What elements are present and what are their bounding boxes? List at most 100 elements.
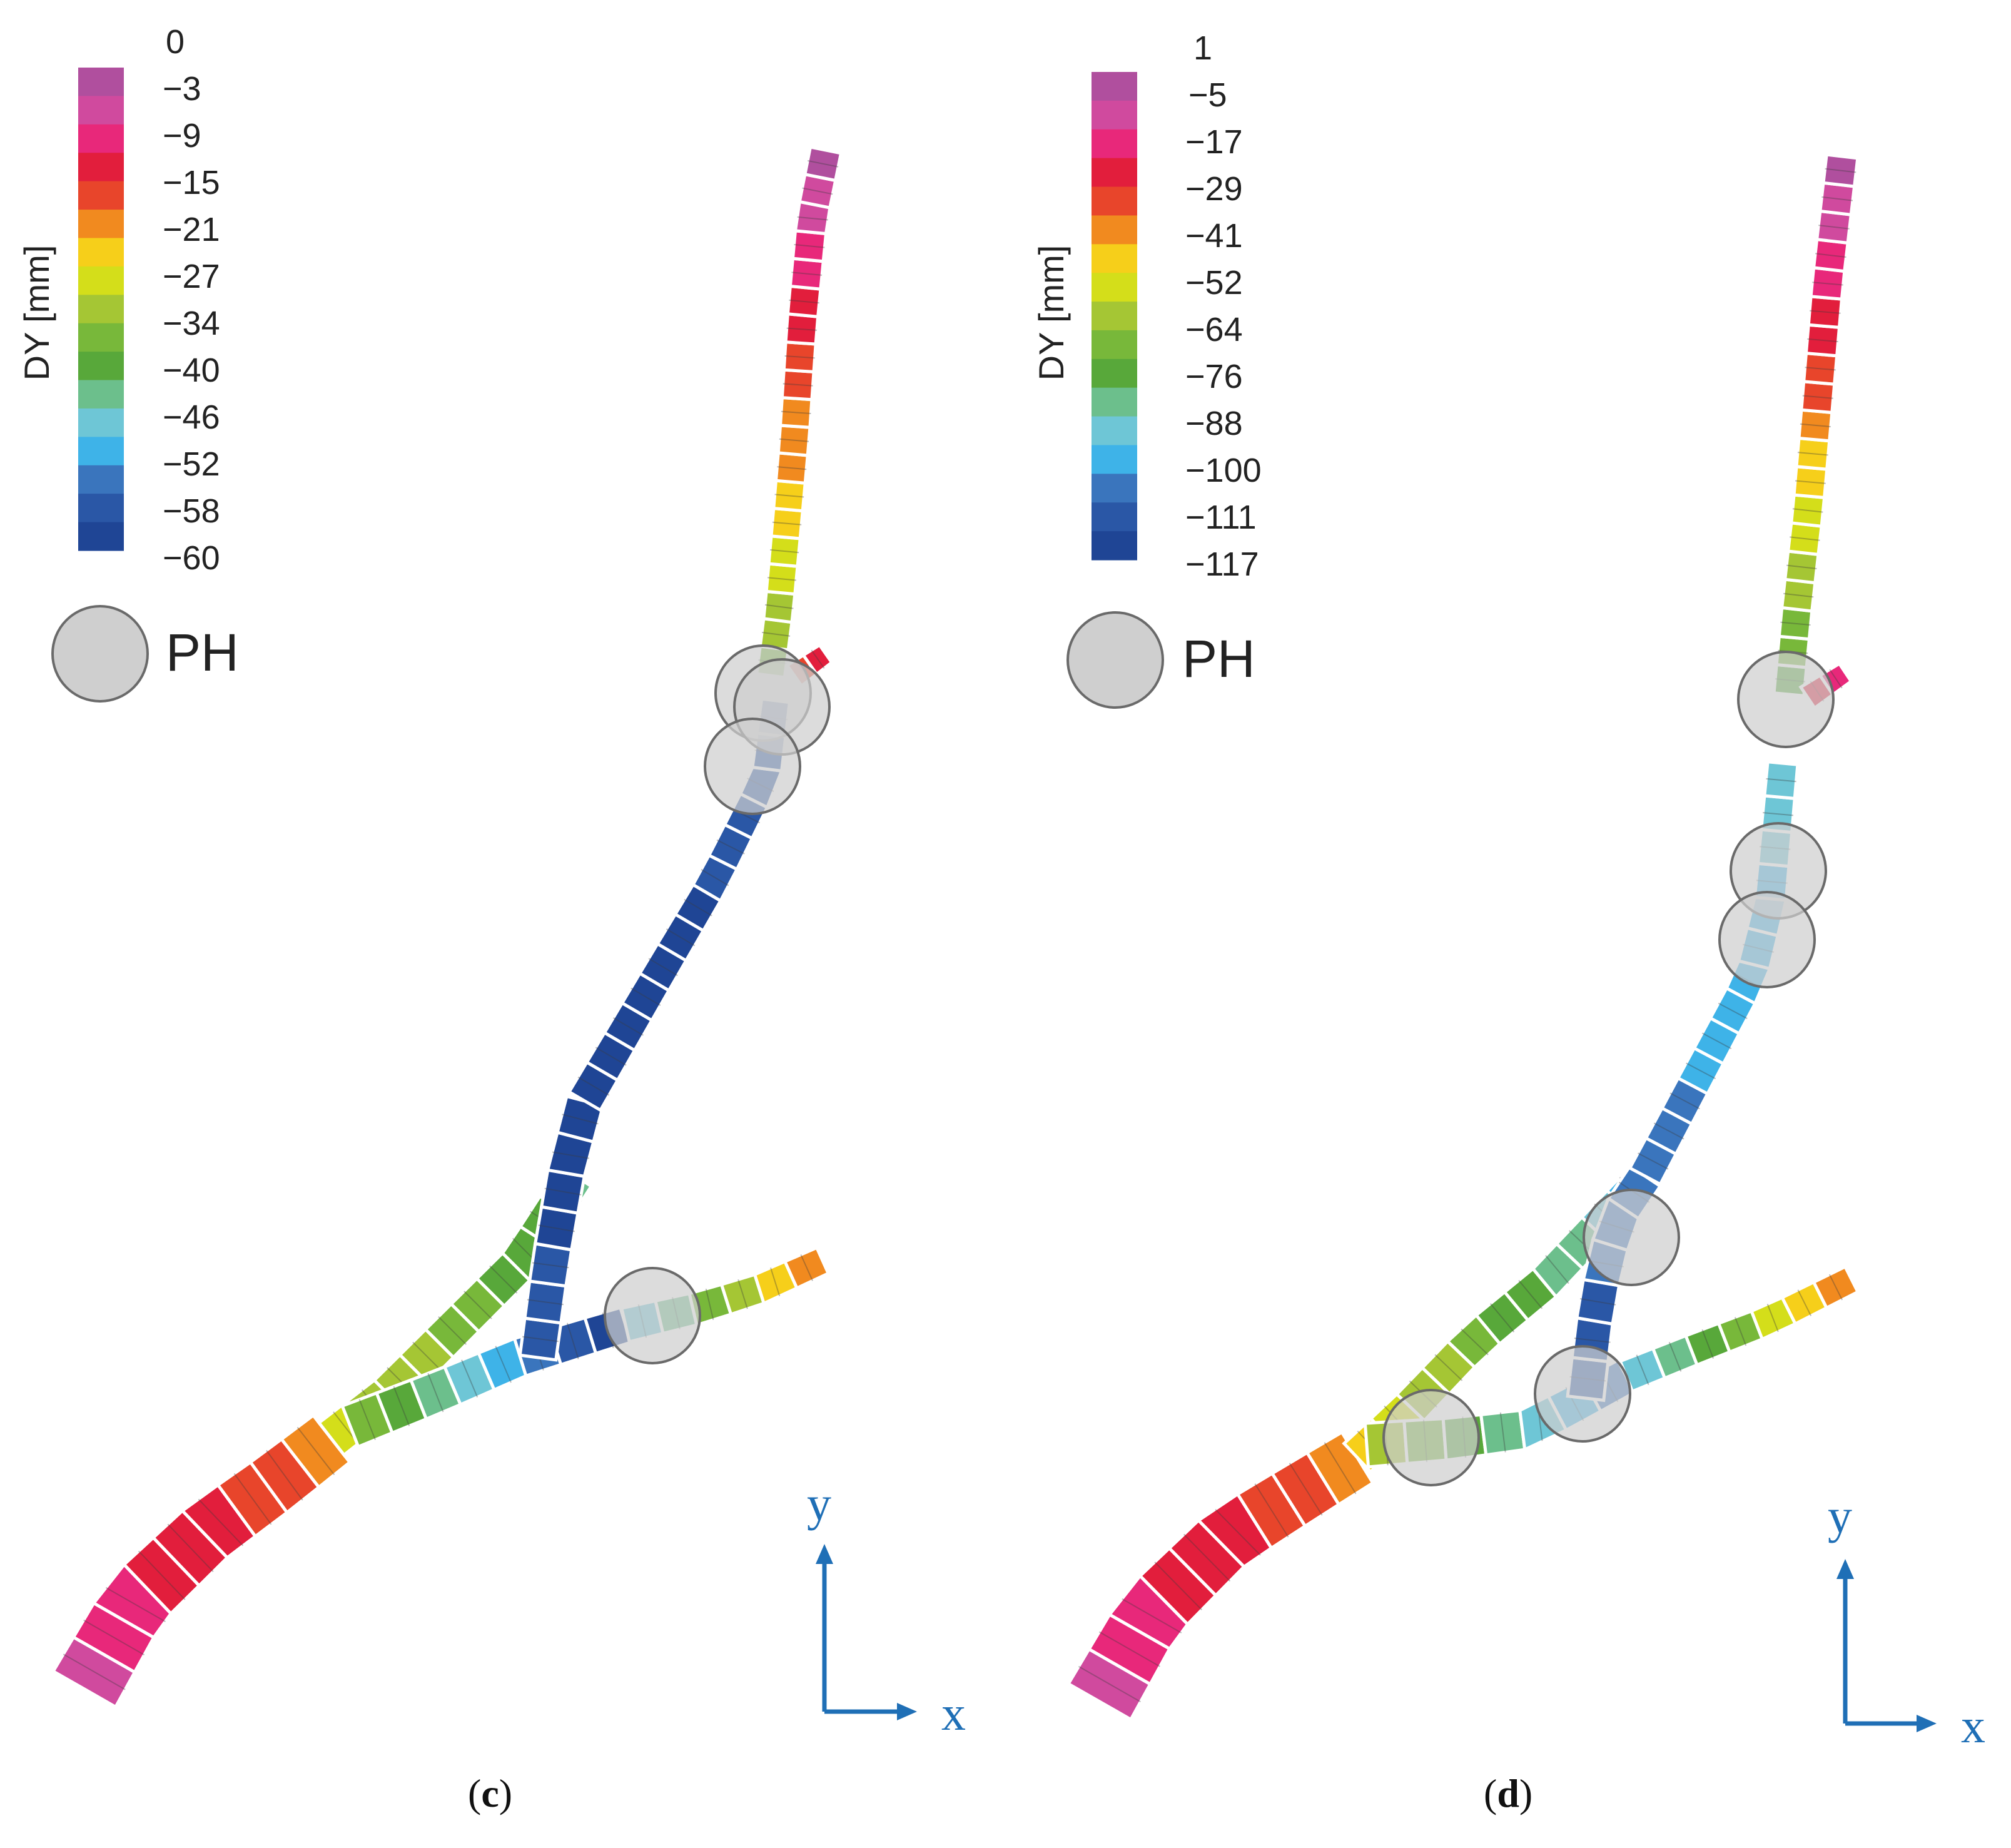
colorbar-swatch (1092, 502, 1137, 532)
mesh-line (1829, 669, 1843, 689)
colorbar-tick: −17 (1185, 123, 1243, 161)
plastic-hinge-marker (1718, 891, 1816, 988)
colorbar-ticks-d: 1 −5 −17 −29 −41 −52 −64 −76 −88 −100 −1… (1185, 29, 1262, 583)
x-axis-label-c: x (941, 1686, 966, 1740)
mesh-line (595, 1047, 627, 1066)
mesh-line (1815, 253, 1846, 258)
mesh-line (83, 1619, 145, 1656)
colorbar-swatch (1092, 100, 1137, 130)
mesh-line (1078, 1665, 1141, 1703)
mesh-line (438, 1316, 467, 1345)
colorbar-tick: −52 (163, 445, 220, 483)
colorbar-swatch (78, 153, 124, 182)
frame-segment (803, 145, 843, 183)
frame-segment (1811, 1264, 1860, 1310)
colorbar-swatch (1092, 129, 1137, 159)
mesh-line (1805, 367, 1836, 371)
colorbar-swatch (78, 181, 124, 210)
mesh-line (1828, 1274, 1843, 1301)
mesh-line (784, 355, 815, 359)
mesh-line (577, 1076, 610, 1096)
mesh-line (1545, 1255, 1569, 1284)
colorbar-tick: −3 (163, 70, 201, 108)
mesh-line (684, 898, 712, 916)
colorbar-tick: −15 (163, 164, 220, 201)
mesh-line (791, 272, 823, 276)
colorbar-swatch (1092, 215, 1137, 245)
mesh-line (1807, 338, 1838, 343)
colorbar-tick: −52 (1185, 264, 1243, 302)
colorbar-swatch (1092, 358, 1137, 388)
mesh-line (1797, 452, 1828, 456)
mesh-line (544, 1187, 582, 1196)
axes-indicator-d: y x (1828, 1489, 1985, 1753)
colorbar-tick: −60 (163, 539, 220, 577)
mesh-line (1821, 196, 1853, 201)
mesh-line (777, 466, 807, 470)
mesh-line (770, 549, 799, 554)
mesh-line (612, 1017, 644, 1036)
colorbar-tick: −100 (1185, 452, 1262, 489)
mesh-line (808, 160, 839, 168)
mesh-line (1574, 1338, 1611, 1343)
mesh-line (63, 1653, 126, 1690)
mesh-line (562, 1114, 599, 1125)
colorbar-tick: −76 (1185, 358, 1243, 395)
mesh-line (427, 1373, 444, 1413)
mesh-line (1215, 1509, 1261, 1556)
colorbar-tick: −111 (1185, 499, 1257, 536)
colorbar-ticks-c: 0 −3 −9 −15 −21 −27 −34 −40 −46 −52 −58 … (163, 23, 220, 577)
colorbar-swatch (1092, 244, 1137, 273)
mesh-line (1638, 1152, 1669, 1170)
y-arrowhead (816, 1544, 833, 1564)
mesh-line (648, 958, 678, 977)
colorbar-tick: −34 (163, 305, 220, 342)
mesh-line (1122, 1598, 1182, 1633)
mesh-line (1636, 1354, 1649, 1385)
plastic-hinges-c (604, 644, 831, 1364)
mesh-line (774, 494, 804, 498)
subcaption-letter-d: d (1497, 1771, 1519, 1815)
mesh-line (1701, 1329, 1715, 1359)
mesh-line (1795, 480, 1826, 484)
mesh-line (767, 577, 796, 581)
mesh-line (138, 1550, 186, 1600)
mesh-line (1786, 564, 1817, 569)
subcaption-d: (d) (1484, 1771, 1532, 1815)
mesh-line (1766, 1304, 1779, 1333)
mesh-line (811, 649, 825, 669)
mesh-line (761, 631, 791, 637)
axes-indicator-c: y x (807, 1476, 966, 1740)
colorbar-swatch (78, 68, 124, 97)
colorbar-swatch (78, 352, 124, 381)
mesh-line (789, 299, 819, 304)
mesh-line (1766, 778, 1796, 783)
plastic-hinge-marker (604, 1267, 701, 1364)
mesh-line (1802, 395, 1833, 399)
colorbar-swatch (1092, 445, 1137, 474)
mesh-line (105, 1587, 166, 1622)
mesh-line (358, 1399, 376, 1440)
colorbar-swatch (1092, 474, 1137, 503)
mesh-line (566, 1323, 579, 1359)
mesh-line (701, 869, 729, 886)
mesh-line (1098, 1631, 1160, 1667)
colorbar-tick: −41 (1185, 217, 1243, 255)
plastic-hinge-marker (1534, 1345, 1631, 1443)
mesh-line (1734, 1317, 1747, 1346)
colorbar-swatch (1092, 302, 1137, 331)
colorbar-tick: −46 (163, 399, 220, 436)
mesh-line (532, 1262, 569, 1269)
mesh-line (716, 839, 745, 855)
mesh-line (1825, 168, 1857, 173)
colorbar-swatch (1092, 416, 1137, 446)
mesh-line (1518, 1280, 1543, 1309)
mesh-line (797, 216, 828, 221)
mesh-line (1718, 1002, 1748, 1019)
colorbar-d (1092, 72, 1137, 561)
mesh-line (666, 928, 696, 947)
mesh-line (522, 1336, 559, 1343)
mesh-line (1653, 1122, 1684, 1140)
y-axis-label-c: y (807, 1476, 831, 1531)
mesh-line (1254, 1483, 1289, 1538)
